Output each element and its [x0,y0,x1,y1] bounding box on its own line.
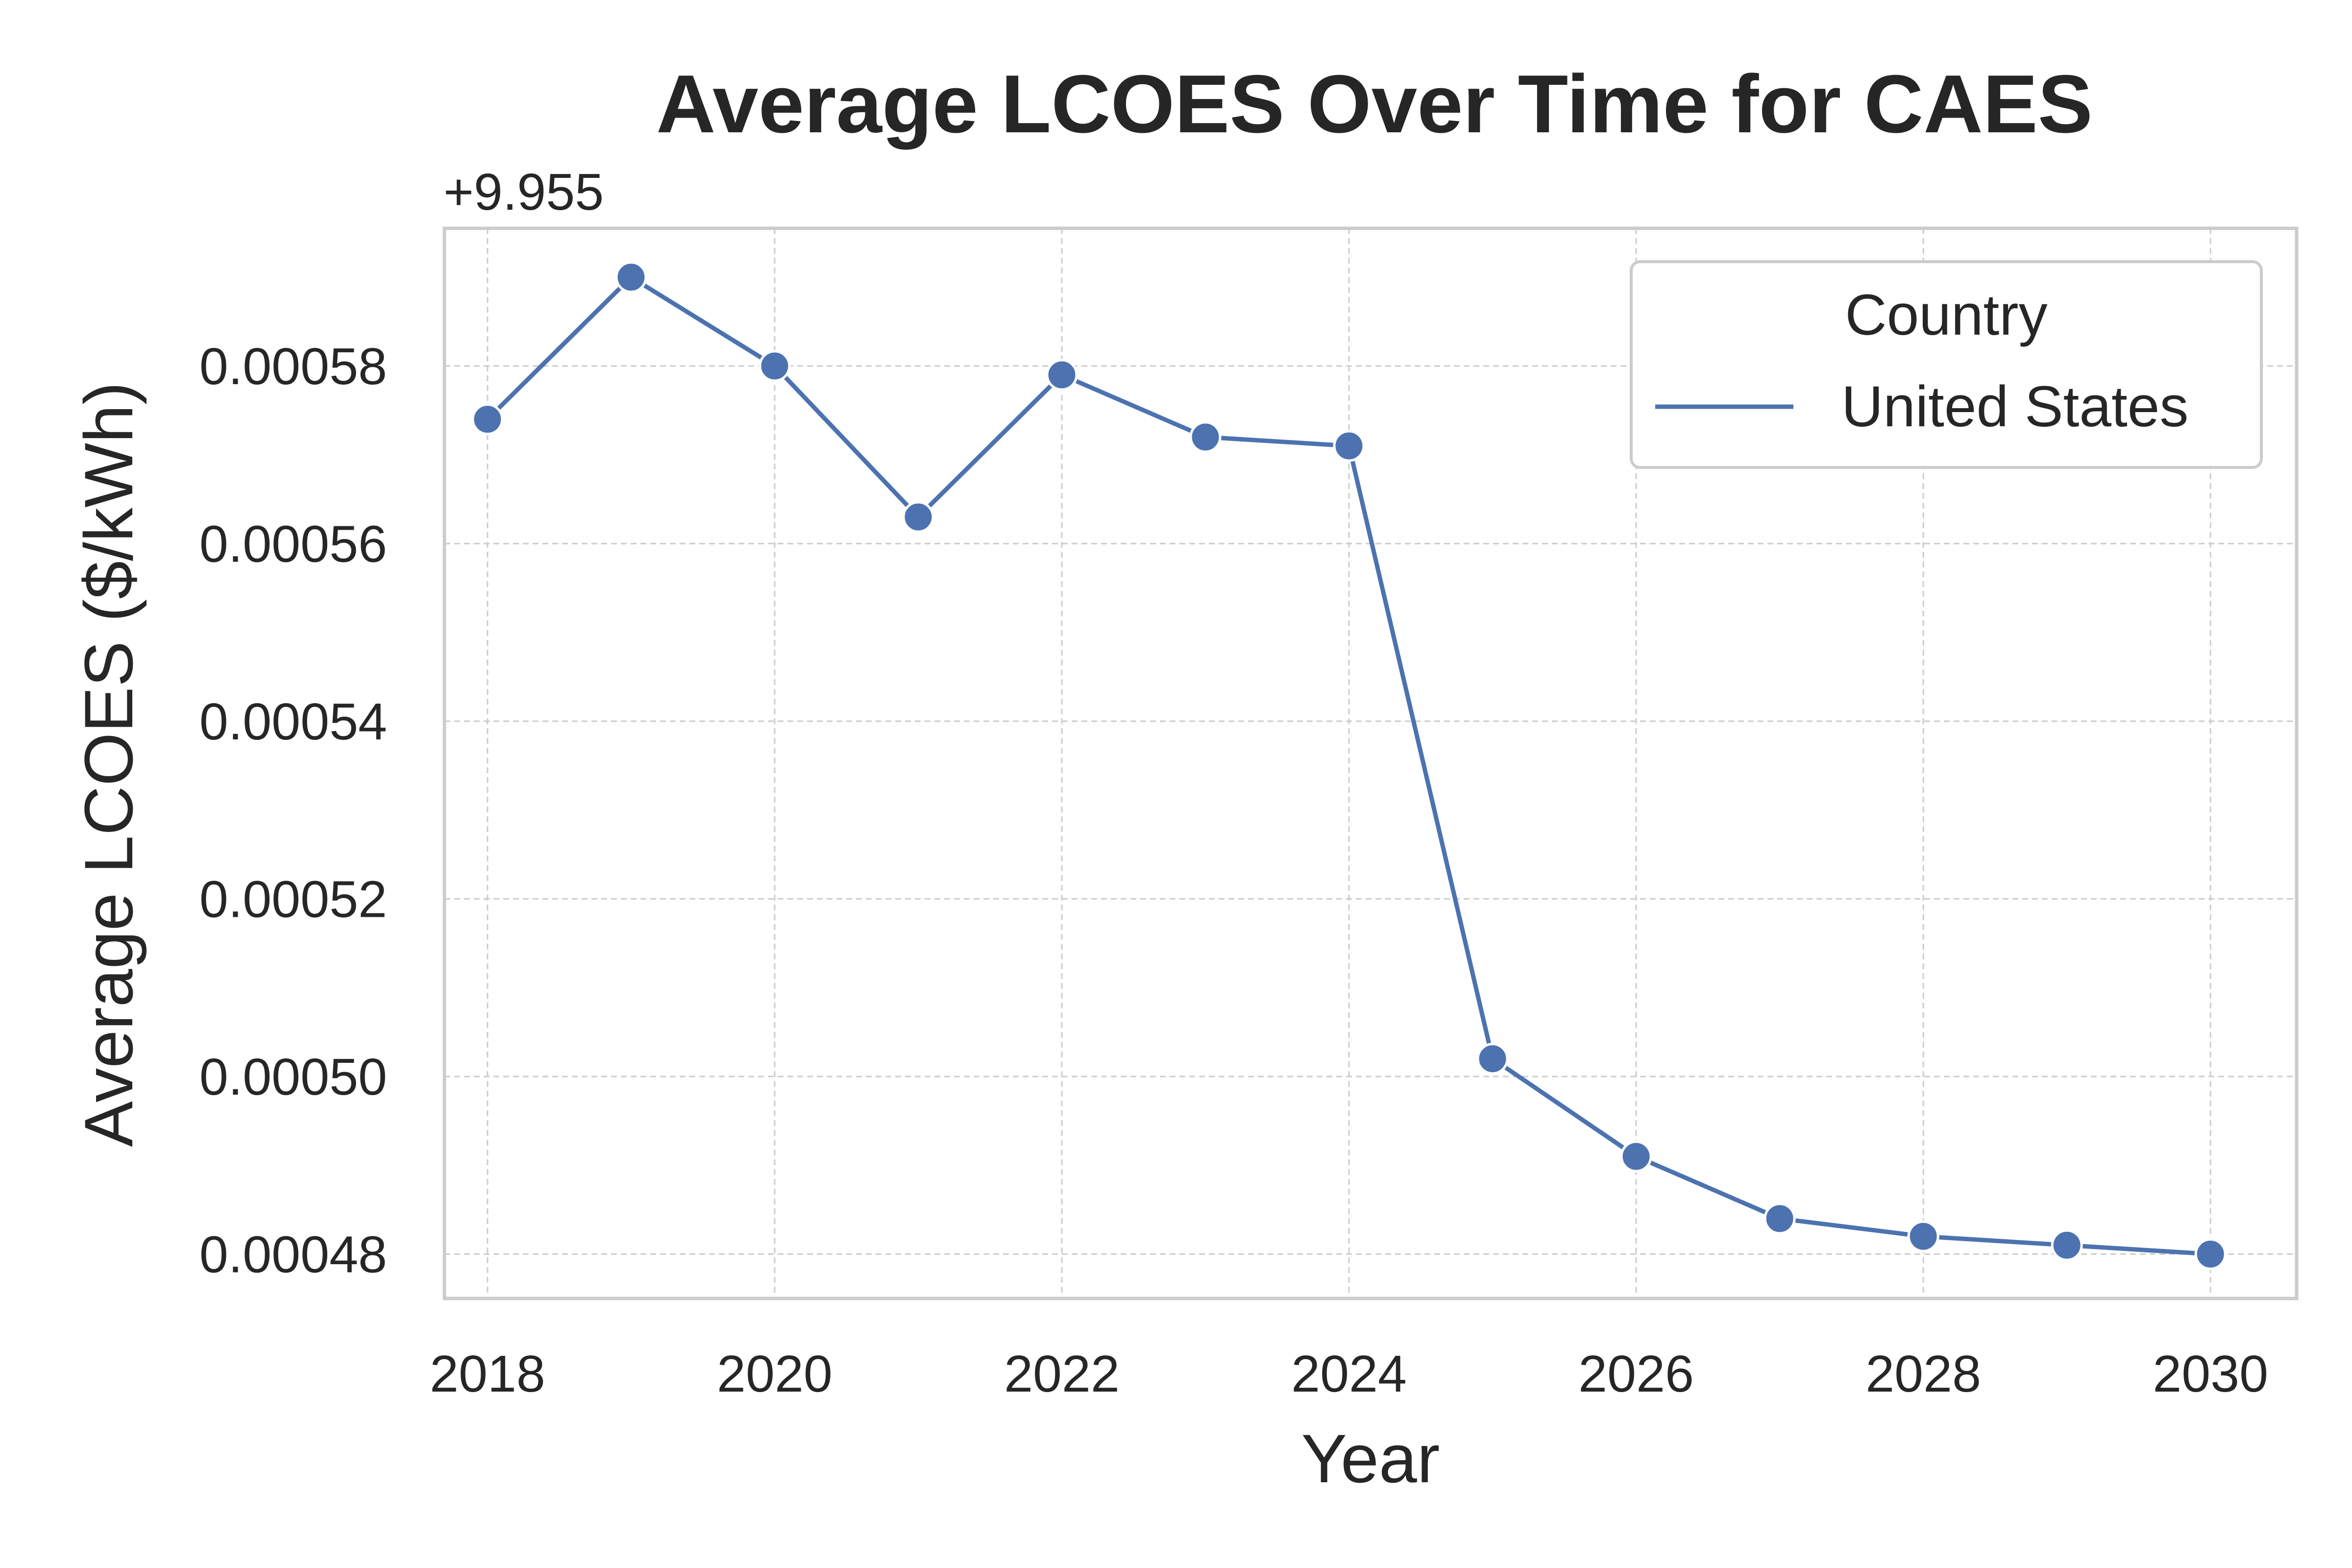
x-tick-label: 2018 [430,1345,545,1403]
data-point [1907,1220,1939,1252]
data-point [1620,1140,1652,1173]
x-tick-label: 2024 [1291,1345,1407,1403]
data-point [2194,1238,2227,1270]
data-point [1476,1043,1509,1075]
legend-box [1630,260,2263,469]
x-tick-label: 2026 [1578,1345,1694,1403]
y-axis-ticks: 0.00048 0.00050 0.00052 0.00054 0.00056 0.000… [199,338,387,1283]
y-tick-label: 0.00048 [199,1225,387,1283]
y-axis-offset-label: +9.955 [443,163,604,221]
data-point [2051,1229,2083,1261]
y-tick-label: 0.00052 [199,870,387,928]
y-tick-label: 0.00054 [199,693,387,751]
data-point [1189,421,1222,453]
legend-entry-label: United States [1841,374,2188,439]
data-point [471,403,504,436]
x-axis-label: Year [1301,1420,1440,1497]
data-point [615,261,647,294]
data-point [759,350,791,382]
chart-title: Average LCOES Over Time for CAES [656,58,2093,150]
legend: Country United States [1630,260,2263,469]
series-layer [471,261,2227,1270]
y-tick-label: 0.00056 [199,515,387,573]
x-tick-label: 2022 [1004,1345,1120,1403]
data-point [902,501,934,533]
data-point [1046,359,1078,391]
x-tick-label: 2020 [717,1345,833,1403]
data-point [1333,430,1365,462]
y-axis-label: Average LCOES ($/kWh) [70,382,147,1147]
y-tick-label: 0.00058 [199,338,387,395]
x-tick-label: 2030 [2153,1345,2268,1403]
y-tick-label: 0.00050 [199,1048,387,1106]
plot-frame [442,226,2299,1300]
data-point [1764,1202,1796,1235]
x-axis-ticks: 2018 2020 2022 2024 2026 2028 2030 [430,1345,2268,1403]
x-tick-label: 2028 [1865,1345,1981,1403]
legend-title: Country [1845,283,2047,347]
